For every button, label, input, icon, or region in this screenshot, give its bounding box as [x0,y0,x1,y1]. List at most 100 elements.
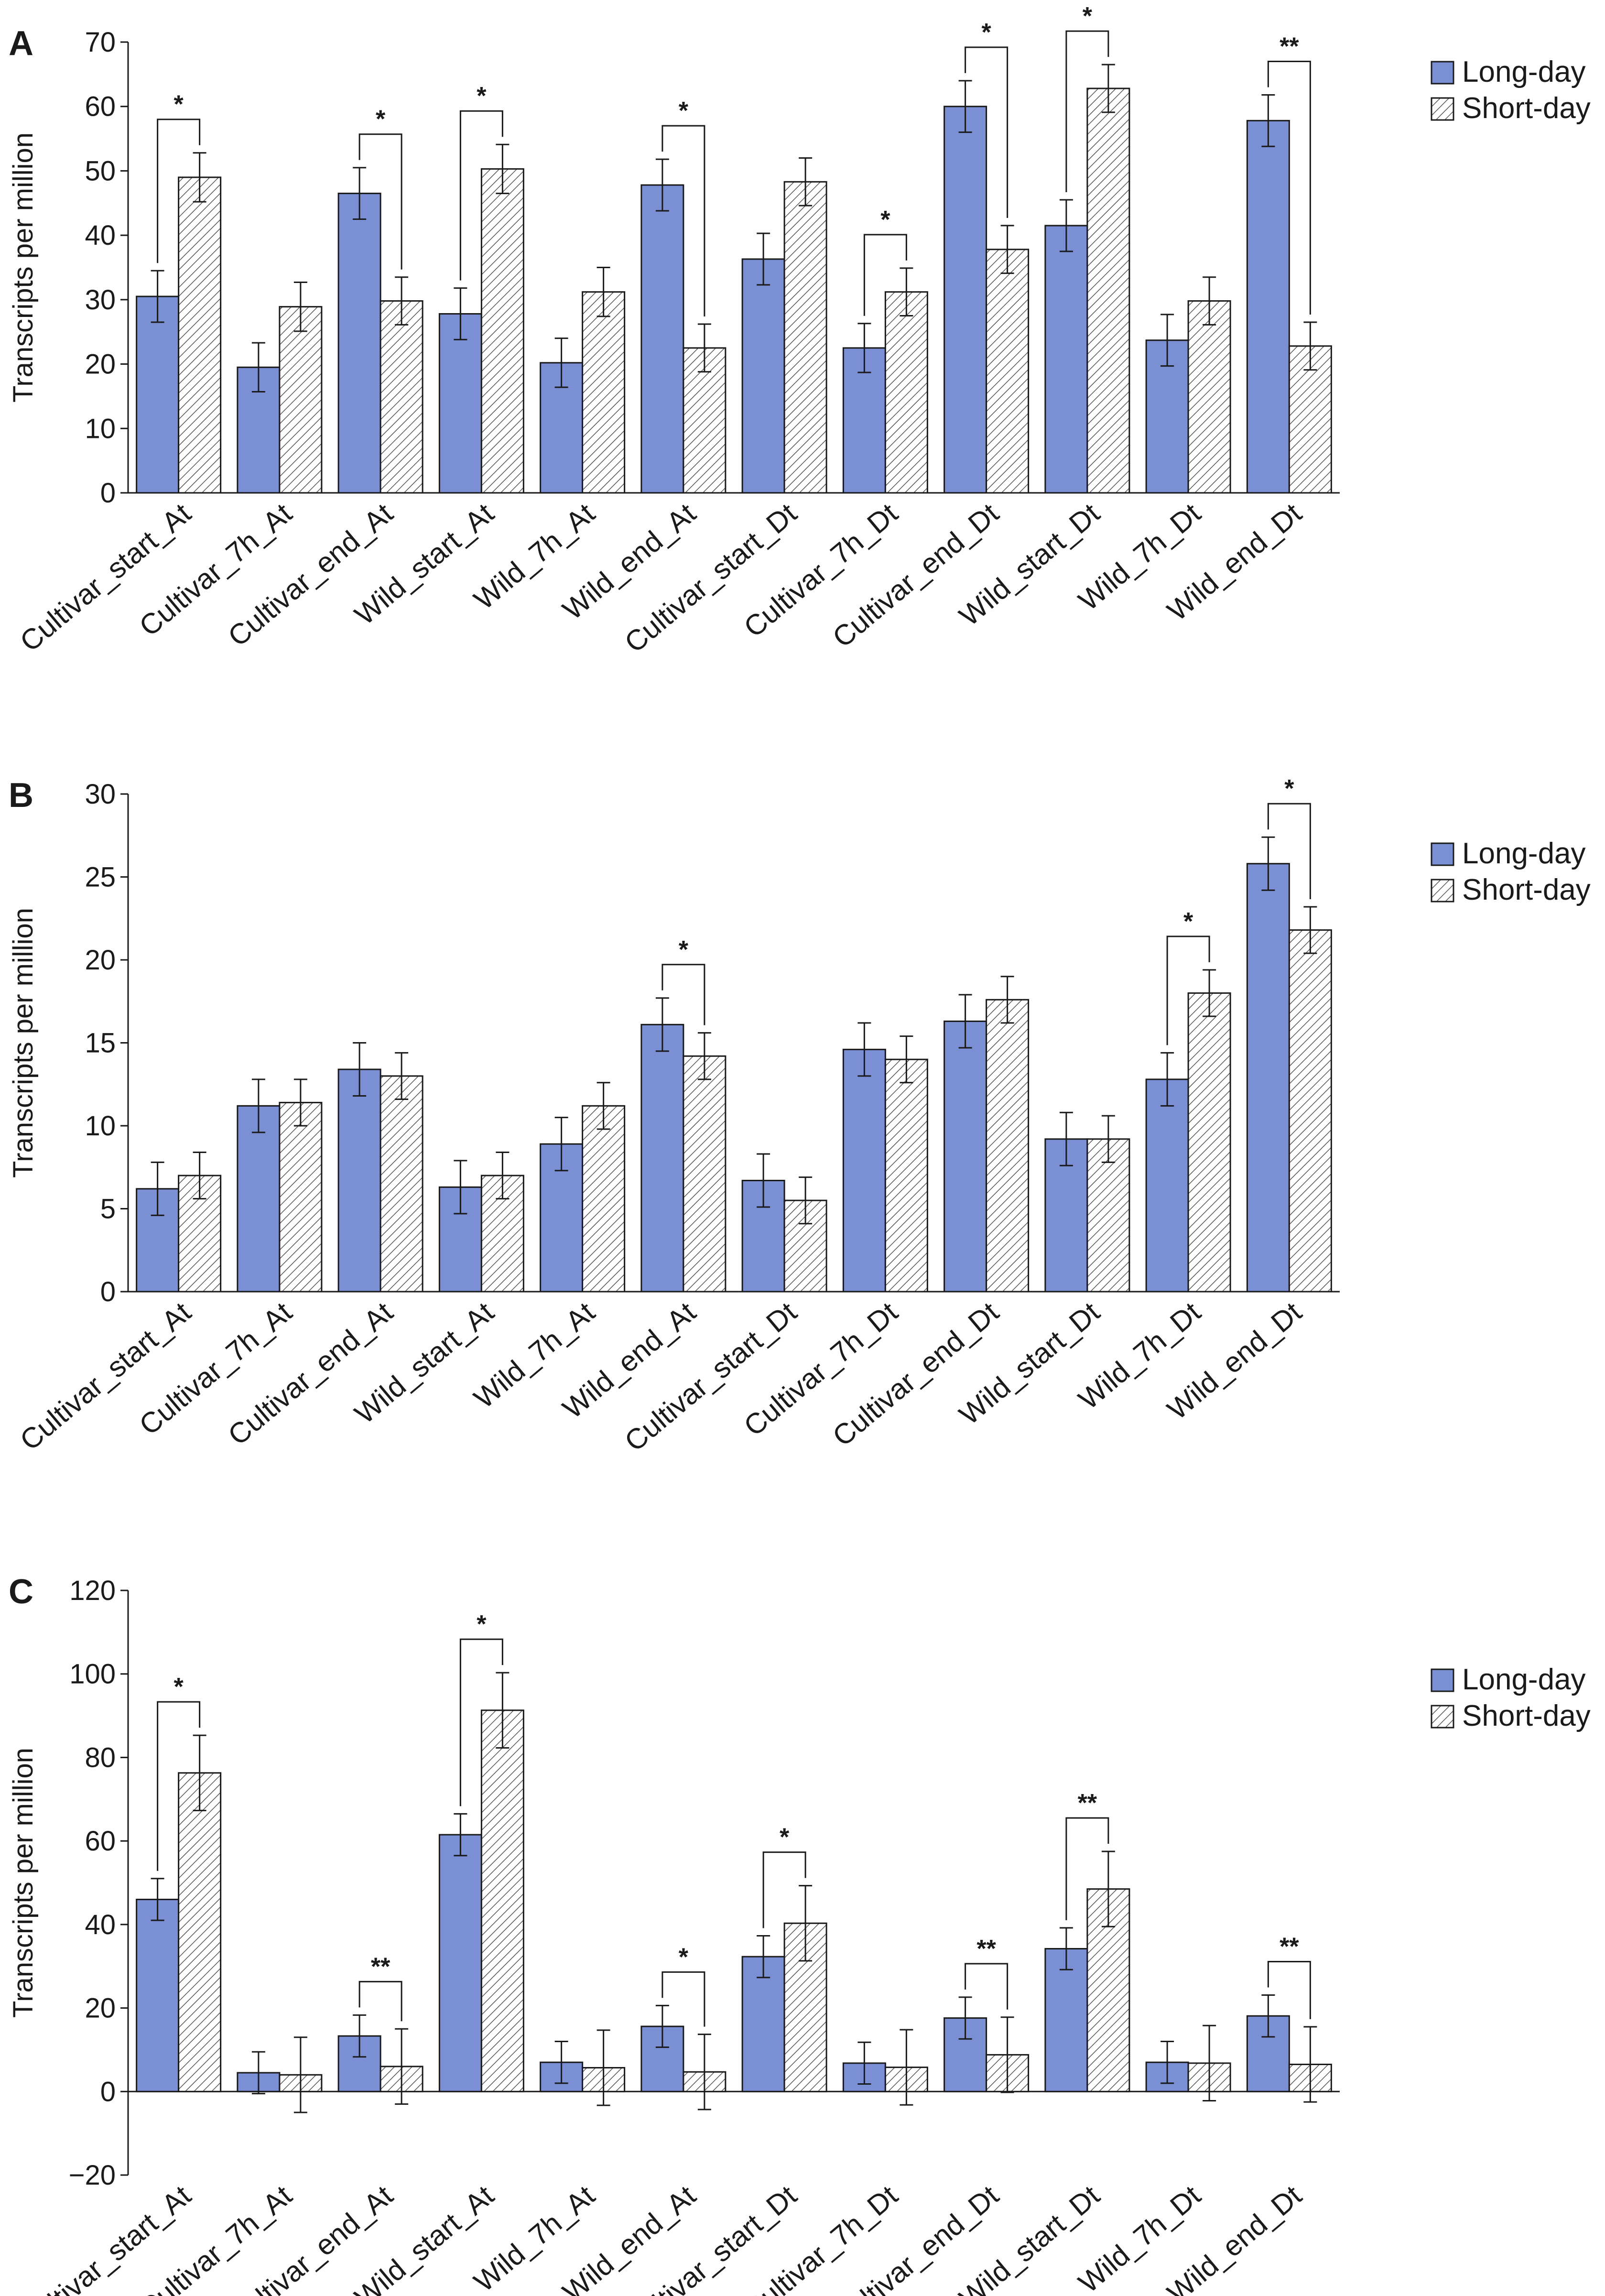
significance-label: * [780,1824,790,1851]
bar-short-day [1187,300,1231,494]
bar-long-day [237,1105,281,1293]
significance-bracket [157,1701,201,1871]
significance-label: * [1284,775,1294,803]
significance-bracket [1267,60,1311,315]
significance-bracket [459,110,503,281]
significance-bracket [1065,1817,1109,1920]
significance-bracket [863,234,907,316]
y-tick-label: 70 [85,27,116,58]
bar-short-day [480,1709,524,2092]
chart-panel-A: A Transcripts per million 0 10 20 30 40 50 60 70 C… [8,2,1591,659]
bar-short-day [1086,87,1130,494]
y-tick-label: 20 [85,945,116,976]
legend-label: Long-day [1462,837,1586,870]
bar-short-day [582,1105,626,1293]
significance-label: ** [1280,33,1299,60]
legend-swatch-long-day [1431,61,1454,85]
significance-bracket [662,1971,705,2027]
significance-label: * [880,206,890,234]
legend-label: Long-day [1462,55,1586,88]
x-tick-label: Cultivar_end_At [222,497,399,653]
bar-long-day [943,1020,987,1293]
significance-bracket [965,1963,1009,2010]
legend-swatch-long-day [1431,842,1454,866]
y-tick-label: 15 [85,1028,116,1059]
bar-long-day [136,295,180,494]
y-tick-label: 20 [85,349,116,380]
significance-bracket [358,1980,402,2022]
y-tick-label: 25 [85,862,116,893]
bar-long-day [337,193,381,494]
bar-short-day [884,1058,928,1293]
significance-bracket [1065,30,1109,193]
bar-short-day [986,249,1030,494]
bar-long-day [1145,1078,1189,1293]
bar-short-day [380,300,423,494]
bar-short-day [178,176,222,494]
legend: Long-day Short-day [1431,55,1591,125]
x-tick-label: Cultivar_end_At [222,1295,399,1451]
bar-long-day [842,1048,886,1293]
bar-long-day [741,1956,785,2092]
bar-short-day [178,1772,222,2092]
x-tick-label: Cultivar_start_Dt [618,1295,803,1458]
y-tick-label: 40 [85,1909,116,1940]
bar-long-day [136,1898,180,2092]
bar-short-day [783,181,827,494]
legend-label: Short-day [1462,92,1591,125]
significance-label: * [679,936,689,964]
significance-bracket [1267,1960,1311,2019]
bar-short-day [1288,929,1332,1293]
bar-short-day [683,1055,727,1293]
bar-short-day [279,1101,323,1293]
y-tick-label: 80 [85,1742,116,1773]
bar-long-day [943,106,987,494]
significance-bracket [157,119,201,263]
bar-long-day [438,313,482,494]
significance-bracket [1267,803,1311,899]
significance-label: * [174,91,184,119]
significance-label: * [679,97,689,125]
significance-bracket [1166,936,1210,1045]
x-tick-label: Cultivar_start_Dt [618,497,803,659]
chart-panel-B: B Transcripts per million 0 5 10 15 20 25 30 Cult… [8,775,1591,1458]
significance-label: * [1183,908,1193,936]
bar-short-day [480,168,524,494]
legend-swatch-short-day [1431,879,1454,903]
bar-short-day [1187,992,1231,1293]
significance-label: * [982,19,992,46]
x-tick-label: Cultivar_start_At [14,1295,197,1457]
significance-bracket [965,46,1009,218]
y-axis-label: Transcripts per million [8,1748,39,2018]
y-tick-label: 50 [85,155,116,186]
bar-long-day [741,258,785,494]
significance-label: ** [371,1953,390,1980]
y-tick-label: 40 [85,220,116,251]
y-tick-label: 0 [100,478,116,509]
significance-label: * [376,106,386,133]
bar-long-day [438,1834,482,2092]
bar-long-day [337,2035,381,2092]
bar-short-day [986,999,1030,1293]
y-tick-label: 0 [100,1276,116,1307]
x-tick-label: Cultivar_end_Dt [826,497,1005,653]
significance-label: ** [1280,1933,1299,1960]
significance-label: ** [1078,1789,1097,1817]
bar-long-day [640,184,684,494]
y-tick-label: 120 [69,1575,116,1606]
significance-label: ** [976,1935,996,1963]
bar-short-day [582,291,626,494]
significance-label: * [679,1943,689,1971]
significance-label: * [477,1610,487,1638]
y-tick-label: 5 [100,1194,116,1225]
bar-long-day [1044,1948,1088,2092]
legend-label: Long-day [1462,1663,1586,1696]
x-tick-label: Cultivar_end_Dt [826,1295,1005,1452]
legend-swatch-long-day [1431,1668,1454,1692]
bar-long-day [640,1023,684,1293]
y-tick-label: 0 [100,2076,116,2107]
significance-bracket [762,1851,806,1928]
